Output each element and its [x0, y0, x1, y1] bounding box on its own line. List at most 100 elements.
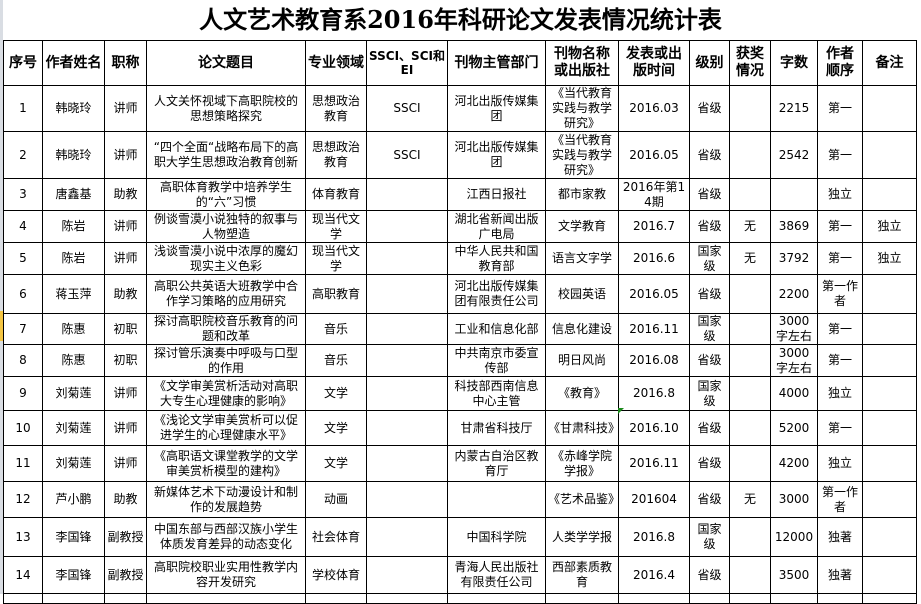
column-header-level[interactable]: 级别 [689, 40, 730, 86]
cell-field[interactable]: 现当代文学 [305, 242, 367, 275]
cell-seq[interactable]: 5 [3, 242, 43, 275]
cell-author[interactable]: 陈岩 [42, 242, 105, 275]
cell-paper-title[interactable]: 中国东部与西部汉族小学生体质发育差异的动态变化 [146, 517, 306, 557]
cell-remarks[interactable] [862, 344, 917, 377]
cell-rank[interactable]: 讲师 [104, 85, 147, 132]
cell-seq[interactable]: 8 [3, 344, 43, 377]
cell-author-order[interactable]: 第一 [817, 85, 863, 132]
cell-award[interactable] [729, 274, 771, 314]
cell-journal[interactable]: 《当代教育实践与教学研究》 [545, 85, 619, 132]
column-header-publisher-dept[interactable]: 刊物主管部门 [447, 40, 546, 86]
cell-publisher-dept[interactable]: 甘肃省科技厅 [447, 410, 546, 446]
cell-index[interactable] [366, 178, 448, 211]
cell-pub-date[interactable]: 2016.6 [618, 242, 690, 275]
cell-pub-date[interactable]: 2016.8 [618, 517, 690, 557]
cell-author[interactable]: 韩晓玲 [42, 85, 105, 132]
cell-pub-date[interactable]: 201604 [618, 481, 690, 518]
cell-field[interactable]: 社会体育 [305, 517, 367, 557]
cell-journal[interactable]: 语言文字学 [545, 242, 619, 275]
cell-level[interactable]: 省级 [689, 131, 730, 179]
cell-index[interactable]: SSCI [366, 85, 448, 132]
cell-rank[interactable]: 初职 [104, 344, 147, 377]
cell-field[interactable]: 文学 [305, 376, 367, 411]
cell-level[interactable]: 省级 [689, 556, 730, 594]
cell-publisher-dept[interactable]: 河北出版传媒集团有限责任公司 [447, 274, 546, 314]
cell-paper-title[interactable]: 高职院校职业实用性教学内容开发研究 [146, 556, 306, 594]
cell-author-order[interactable]: 第一 [817, 242, 863, 275]
cell-journal[interactable]: 《甘肃科技》 [545, 410, 619, 446]
empty-cell[interactable] [447, 593, 546, 604]
cell-rank[interactable]: 助教 [104, 274, 147, 314]
cell-seq[interactable]: 10 [3, 410, 43, 446]
empty-cell[interactable] [146, 593, 306, 604]
cell-award[interactable] [729, 445, 771, 482]
cell-remarks[interactable] [862, 178, 917, 211]
cell-remarks[interactable] [862, 517, 917, 557]
cell-word-count[interactable]: 4000 [770, 376, 818, 411]
cell-remarks[interactable] [862, 445, 917, 482]
cell-journal[interactable]: 西部素质教育 [545, 556, 619, 594]
cell-word-count[interactable]: 2215 [770, 85, 818, 132]
column-header-paper-title[interactable]: 论文题目 [146, 40, 306, 86]
cell-pub-date[interactable]: 2016年第14期 [618, 178, 690, 211]
cell-seq[interactable]: 11 [3, 445, 43, 482]
cell-index[interactable] [366, 445, 448, 482]
empty-cell[interactable] [366, 593, 448, 604]
cell-award[interactable] [729, 85, 771, 132]
cell-pub-date[interactable]: 2016.03 [618, 85, 690, 132]
cell-paper-title[interactable]: “四个全面“战略布局下的高职大学生思想政治教育创新 [146, 131, 306, 179]
cell-author-order[interactable]: 第一 [817, 131, 863, 179]
cell-pub-date[interactable]: 2016.10 [618, 410, 690, 446]
cell-word-count[interactable]: 12000 [770, 517, 818, 557]
cell-remarks[interactable] [862, 481, 917, 518]
cell-index[interactable] [366, 410, 448, 446]
cell-level[interactable]: 国家级 [689, 242, 730, 275]
column-header-remarks[interactable]: 备注 [862, 40, 917, 86]
cell-author-order[interactable]: 第一作者 [817, 481, 863, 518]
cell-word-count[interactable]: 3500 [770, 556, 818, 594]
cell-author-order[interactable]: 第一作者 [817, 274, 863, 314]
cell-index[interactable] [366, 481, 448, 518]
cell-index[interactable] [366, 313, 448, 345]
empty-cell[interactable] [729, 593, 771, 604]
cell-rank[interactable]: 讲师 [104, 376, 147, 411]
cell-seq[interactable]: 3 [3, 178, 43, 211]
cell-paper-title[interactable]: 新媒体艺术下动漫设计和制作的发展趋势 [146, 481, 306, 518]
cell-seq[interactable]: 4 [3, 210, 43, 243]
cell-index[interactable] [366, 556, 448, 594]
cell-author-order[interactable]: 第一 [817, 344, 863, 377]
cell-publisher-dept[interactable]: 河北出版传媒集团 [447, 85, 546, 132]
cell-award[interactable]: 无 [729, 210, 771, 243]
cell-paper-title[interactable]: 例谈雪漠小说独特的叙事与人物塑造 [146, 210, 306, 243]
empty-cell[interactable] [770, 593, 818, 604]
cell-field[interactable]: 学校体育 [305, 556, 367, 594]
cell-journal[interactable]: 人类学学报 [545, 517, 619, 557]
cell-seq[interactable]: 13 [3, 517, 43, 557]
cell-remarks[interactable] [862, 85, 917, 132]
empty-cell[interactable] [104, 593, 147, 604]
cell-publisher-dept[interactable]: 河北出版传媒集团 [447, 131, 546, 179]
cell-field[interactable]: 体育教育 [305, 178, 367, 211]
cell-index[interactable] [366, 274, 448, 314]
cell-level[interactable]: 省级 [689, 85, 730, 132]
cell-paper-title[interactable]: 探讨高职院校音乐教育的问题和改革 [146, 313, 306, 345]
cell-pub-date[interactable]: 2016.11 [618, 445, 690, 482]
column-header-pub-date[interactable]: 发表或出版时间 [618, 40, 690, 86]
cell-paper-title[interactable]: 高职公共英语大班教学中合作学习策略的应用研究 [146, 274, 306, 314]
cell-level[interactable]: 国家级 [689, 376, 730, 411]
cell-level[interactable]: 省级 [689, 210, 730, 243]
column-header-rank[interactable]: 职称 [104, 40, 147, 86]
cell-seq[interactable]: 14 [3, 556, 43, 594]
empty-cell[interactable] [3, 593, 43, 604]
cell-publisher-dept[interactable]: 中共南京市委宣传部 [447, 344, 546, 377]
cell-rank[interactable]: 讲师 [104, 131, 147, 179]
cell-author-order[interactable]: 第一 [817, 410, 863, 446]
cell-award[interactable] [729, 313, 771, 345]
cell-author-order[interactable]: 独著 [817, 556, 863, 594]
cell-word-count[interactable]: 3869 [770, 210, 818, 243]
cell-publisher-dept[interactable]: 江西日报社 [447, 178, 546, 211]
cell-publisher-dept[interactable]: 青海人民出版社有限责任公司 [447, 556, 546, 594]
cell-author[interactable]: 陈岩 [42, 210, 105, 243]
empty-cell[interactable] [618, 593, 690, 604]
cell-paper-title[interactable]: 浅谈雪漠小说中浓厚的魔幻现实主义色彩 [146, 242, 306, 275]
